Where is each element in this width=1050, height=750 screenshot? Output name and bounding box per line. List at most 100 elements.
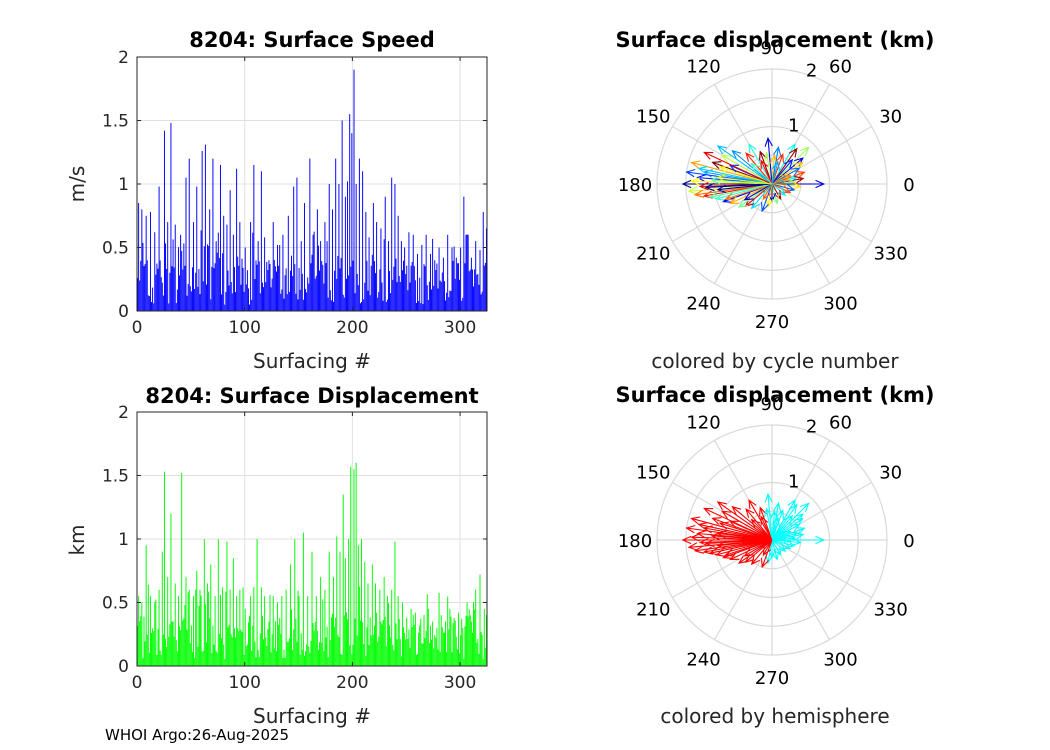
bar xyxy=(438,592,440,666)
bar xyxy=(321,642,323,666)
speed-chart-title: 8204: Surface Speed xyxy=(189,28,435,52)
bar xyxy=(284,275,286,311)
bar xyxy=(195,589,197,666)
bar xyxy=(448,629,450,666)
bar xyxy=(367,290,369,311)
polar-spoke xyxy=(713,539,773,640)
bar xyxy=(214,263,216,311)
bar xyxy=(301,273,303,311)
bar xyxy=(201,651,203,666)
bar xyxy=(483,608,485,666)
bar xyxy=(386,299,388,311)
bar xyxy=(441,272,443,311)
bar xyxy=(356,635,358,666)
bar xyxy=(453,246,455,311)
bar xyxy=(246,644,248,666)
bar xyxy=(471,269,473,311)
bar xyxy=(342,294,344,311)
bar xyxy=(269,263,271,311)
displacement-arrow xyxy=(772,179,826,189)
bar xyxy=(228,624,230,666)
bar xyxy=(408,232,410,311)
bar xyxy=(285,589,287,666)
bar xyxy=(371,254,373,311)
bar xyxy=(294,539,296,666)
bar xyxy=(474,609,476,666)
bar xyxy=(183,243,185,311)
bar xyxy=(449,290,451,311)
bar xyxy=(377,641,379,666)
bar xyxy=(225,292,227,311)
bar xyxy=(413,266,415,311)
bar xyxy=(355,184,357,311)
bar xyxy=(479,574,481,666)
bar xyxy=(394,541,396,666)
displacement-arrow xyxy=(750,539,773,566)
bar xyxy=(218,258,220,311)
bar xyxy=(387,603,389,666)
displacement-arrow xyxy=(760,515,773,541)
bar xyxy=(379,269,381,311)
bar xyxy=(385,646,387,666)
bar xyxy=(237,256,239,311)
angle-label: 270 xyxy=(755,668,789,689)
bar xyxy=(268,621,270,666)
bar xyxy=(186,629,188,666)
displacement-arrow xyxy=(708,539,773,556)
bar xyxy=(352,644,354,666)
bar xyxy=(154,232,156,311)
bar xyxy=(363,644,365,666)
displacement-arrow xyxy=(771,174,792,185)
bar xyxy=(185,177,187,311)
bar xyxy=(315,275,317,311)
displacement-arrow xyxy=(729,183,773,205)
displacement-arrow xyxy=(750,162,773,185)
bar xyxy=(410,265,412,311)
bar xyxy=(468,271,470,311)
bar xyxy=(389,271,391,311)
bar xyxy=(230,634,232,666)
bar xyxy=(431,639,433,666)
angle-label: 330 xyxy=(873,600,907,621)
bar xyxy=(337,255,339,311)
angle-label: 60 xyxy=(829,412,852,433)
bar xyxy=(475,241,477,311)
bar xyxy=(320,577,322,666)
bar xyxy=(405,639,407,666)
polar-spoke xyxy=(771,539,831,640)
bar xyxy=(139,621,141,666)
displacement-arrow xyxy=(771,147,798,185)
bar xyxy=(231,637,233,666)
bar xyxy=(410,608,412,666)
bar xyxy=(265,282,267,311)
displacement-arrow xyxy=(748,142,773,185)
bar xyxy=(207,244,209,311)
bar xyxy=(186,295,188,311)
bar xyxy=(200,230,202,311)
bar xyxy=(298,596,300,666)
bar xyxy=(170,513,172,666)
bar xyxy=(395,258,397,311)
bar xyxy=(196,186,198,311)
bar xyxy=(146,260,148,311)
bar xyxy=(291,255,293,311)
bar xyxy=(297,590,299,666)
bar xyxy=(295,618,297,666)
bar xyxy=(386,596,388,666)
bar xyxy=(143,265,145,311)
polar-cycle-plot: 0 30 60 90 120 150 180 210 240 270 300 330 1 2 xyxy=(618,38,915,333)
angle-label: 30 xyxy=(879,463,902,484)
bar xyxy=(239,222,241,311)
x-tick-label: 100 xyxy=(228,318,260,338)
bar xyxy=(190,625,192,666)
bar xyxy=(428,281,430,311)
bar xyxy=(426,285,428,311)
bar xyxy=(466,234,468,311)
displacement-arrow xyxy=(771,158,794,185)
bar xyxy=(199,294,201,311)
bar xyxy=(397,596,399,666)
y-tick-label: 2 xyxy=(118,48,129,68)
bar xyxy=(163,471,165,666)
bar xyxy=(341,120,343,311)
bar xyxy=(195,272,197,311)
